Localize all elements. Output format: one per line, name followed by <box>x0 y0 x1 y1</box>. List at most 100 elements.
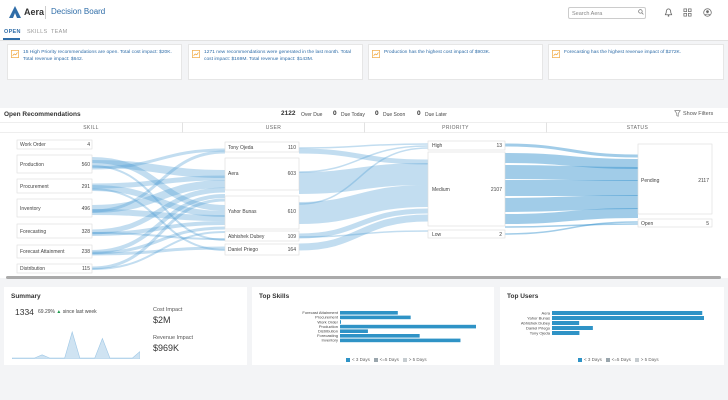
user-node[interactable] <box>224 230 300 242</box>
search-input[interactable]: Search Aera <box>568 7 646 19</box>
flow-link <box>91 231 226 270</box>
skill-bar[interactable] <box>340 311 398 315</box>
status-node[interactable] <box>637 218 713 228</box>
skill-bar[interactable] <box>340 324 476 329</box>
skill-node[interactable] <box>16 263 93 274</box>
apps-grid-icon[interactable] <box>683 8 692 17</box>
user-bar[interactable] <box>552 331 580 335</box>
skill-node[interactable] <box>16 223 93 239</box>
skill-label: Work Order <box>20 142 46 148</box>
brand-name: Aera <box>24 7 45 17</box>
flow-link <box>298 143 429 149</box>
search-icon[interactable] <box>638 9 644 15</box>
skill-node[interactable] <box>16 139 93 150</box>
cost-impact-label: Cost Impact <box>153 307 183 313</box>
flow-link <box>91 246 226 256</box>
flow-link <box>91 160 226 178</box>
overdue-count: 2122 <box>281 110 296 117</box>
legend-label: <=5 Days <box>611 357 631 362</box>
legend-swatch <box>373 357 378 362</box>
horizontal-scrollbar[interactable] <box>6 276 721 279</box>
skill-bar[interactable] <box>340 320 341 324</box>
trend-chart-icon <box>552 50 560 58</box>
priority-node[interactable] <box>427 140 506 151</box>
priority-label: High <box>432 143 443 149</box>
skill-value: 560 <box>82 162 91 168</box>
skill-bar[interactable] <box>340 338 461 343</box>
flow-link <box>298 214 429 251</box>
flow-link <box>504 208 639 224</box>
skill-tick-label: Distribution <box>318 329 338 334</box>
user-node[interactable] <box>224 243 300 256</box>
skill-value: 328 <box>82 229 91 235</box>
user-node[interactable] <box>224 195 300 230</box>
top-skills-title: Top Skills <box>259 293 290 300</box>
user-tick-label: Aera <box>542 311 551 316</box>
column-header-user[interactable]: USER <box>183 122 365 133</box>
summary-count: 1334 <box>15 307 34 317</box>
skill-node[interactable] <box>16 154 93 174</box>
flow-link <box>91 148 226 170</box>
skill-value: 238 <box>82 249 91 255</box>
insight-text: Production has the highest cost impact o… <box>384 50 491 55</box>
skill-tick-label: Procurement <box>315 315 339 320</box>
top-users-card: Top Users Aera Yahor Bunas Abhishek Dubey D… <box>500 287 724 365</box>
aera-logo-icon[interactable] <box>8 5 22 19</box>
skill-node[interactable] <box>16 198 93 218</box>
column-header-status[interactable]: STATUS <box>547 122 728 133</box>
status-node[interactable] <box>637 143 713 215</box>
skill-label: Inventory <box>20 206 41 212</box>
insight-card-new-recommendations[interactable]: 1271 new recommendations were generated … <box>188 44 363 80</box>
user-label: Aera <box>228 171 239 177</box>
skill-bar[interactable] <box>340 329 368 333</box>
change-label: since last week <box>62 309 97 315</box>
tab-open[interactable]: OPEN <box>4 29 21 35</box>
user-tick-label: Yahor Bunas <box>527 316 550 321</box>
user-bar[interactable] <box>552 326 593 330</box>
view-tabs: OPEN SKILLS TEAM <box>0 26 728 41</box>
bell-icon[interactable] <box>664 8 673 17</box>
legend-swatch <box>578 357 582 362</box>
top-skills-card: Top Skills Forecast Attainment Procuremen… <box>252 287 494 365</box>
skill-label: Procurement <box>20 184 49 190</box>
flow-link <box>298 185 429 224</box>
insight-card-cost-impact[interactable]: Production has the highest cost impact o… <box>368 44 543 80</box>
flow-link <box>91 194 226 254</box>
user-bar[interactable] <box>552 311 703 315</box>
trend-chart-icon <box>192 50 200 58</box>
insight-text: 1271 new recommendations were generated … <box>204 50 351 62</box>
priority-node[interactable] <box>427 229 506 239</box>
tab-team[interactable]: TEAM <box>51 29 68 35</box>
flow-link <box>91 226 226 255</box>
flow-link <box>298 148 429 165</box>
flow-link <box>91 187 226 235</box>
skill-tick-label: Work Order <box>317 319 338 324</box>
summary-trend-chart <box>12 330 140 359</box>
skill-node[interactable] <box>16 178 93 194</box>
due-today-label: Due Today <box>341 112 365 118</box>
skill-bar[interactable] <box>340 334 420 338</box>
user-node[interactable] <box>224 141 300 153</box>
tab-skills[interactable]: SKILLS <box>27 29 48 35</box>
user-bar[interactable] <box>552 316 704 320</box>
legend-swatch <box>634 357 639 362</box>
skill-bar[interactable] <box>340 315 411 320</box>
show-filters-button[interactable]: Show Filters <box>683 111 714 117</box>
due-soon-label: Due Soon <box>383 112 406 118</box>
filter-icon[interactable] <box>674 110 681 117</box>
flow-link <box>91 175 226 189</box>
column-header-skill[interactable]: SKILL <box>0 122 183 133</box>
flow-link <box>91 232 226 240</box>
trend-chart-icon <box>372 50 380 58</box>
due-later-count: 0 <box>417 110 421 117</box>
column-header-priority[interactable]: PRIORITY <box>365 122 547 133</box>
skill-node[interactable] <box>16 244 93 259</box>
summary-change: 69.29% ▲ since last week <box>38 309 97 315</box>
user-avatar-icon[interactable] <box>703 8 712 17</box>
user-bar[interactable] <box>552 321 580 325</box>
priority-node[interactable] <box>427 151 506 227</box>
user-node[interactable] <box>224 157 300 191</box>
insight-card-revenue-impact[interactable]: Forecasting has the highest revenue impa… <box>548 44 724 80</box>
insight-card-high-priority[interactable]: 15 High Priority recommendations are ope… <box>7 44 182 80</box>
flow-link <box>91 185 226 217</box>
